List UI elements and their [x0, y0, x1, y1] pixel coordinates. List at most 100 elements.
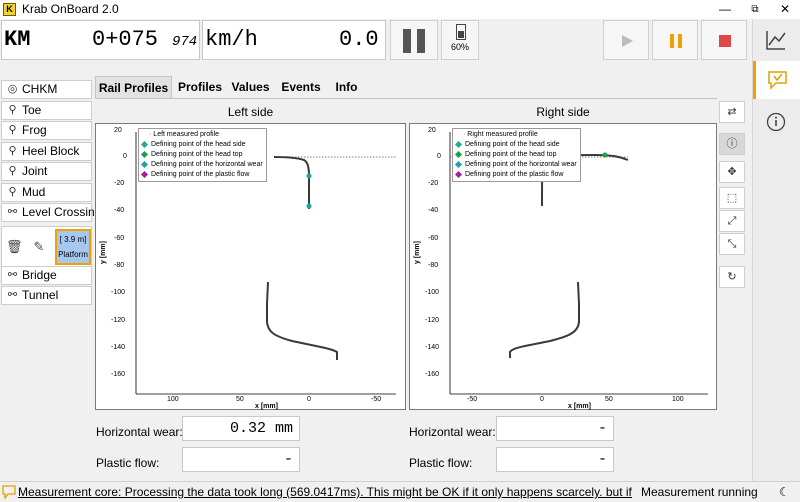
minimize-button[interactable]: — [719, 2, 731, 16]
status-bar: Measurement core: Processing the data to… [0, 481, 800, 502]
sidebar-item-mud[interactable]: ⚲ Mud [1, 183, 92, 202]
platform-marker-button[interactable]: [ 3.9 m] Platform [55, 229, 91, 265]
y-tick: 20 [428, 127, 436, 134]
y-tick: -160 [111, 371, 126, 378]
left-horizontal-wear-value: 0.32 mm [182, 416, 300, 441]
y-tick: 20 [114, 127, 122, 134]
tab-divider [95, 98, 717, 99]
pause-recording-button[interactable] [390, 20, 438, 60]
y-tick: -60 [428, 235, 439, 242]
refresh-button[interactable]: ↻ [719, 266, 745, 288]
swap-arrows-icon: ⇄ [727, 106, 737, 118]
sidebar-item-label: CHKM [22, 82, 58, 96]
legend-entry: Defining point of the plastic flow [140, 170, 263, 180]
refresh-icon: ↻ [727, 271, 737, 283]
speed-unit-label: km/h [205, 27, 258, 52]
y-tick: 0 [437, 153, 441, 160]
status-message[interactable]: Measurement core: Processing the data to… [18, 485, 632, 499]
stop-button[interactable] [701, 20, 747, 60]
swap-sides-button[interactable]: ⇄ [719, 101, 745, 123]
sidebar-item-heel-block[interactable]: ⚲ Heel Block [1, 142, 92, 161]
x-tick: 100 [167, 396, 179, 403]
y-tick: 0 [123, 153, 127, 160]
info-view-button[interactable] [753, 103, 800, 141]
sidebar-item-toe[interactable]: ⚲ Toe [1, 101, 92, 120]
zoom-box-button[interactable]: ⬚ [719, 187, 745, 209]
info-icon: ⓘ [726, 138, 738, 150]
legend-entry: Defining point of the head top [140, 150, 263, 160]
restore-button[interactable]: ⧉ [751, 4, 759, 15]
y-tick: -140 [111, 344, 126, 351]
tab-info[interactable]: Info [335, 80, 358, 94]
left-plot-legend: · Left measured profile Defining point o… [138, 128, 267, 182]
window-title: Krab OnBoard 2.0 [22, 2, 119, 16]
pencil-icon[interactable]: ✎ [33, 239, 45, 254]
y-tick: -120 [111, 317, 126, 324]
pause-icon [670, 34, 682, 48]
tab-rail-profiles[interactable]: Rail Profiles [95, 76, 172, 98]
y-axis-label: y [mm] [100, 241, 107, 264]
sidebar-item-level-crossing[interactable]: ⚯ Level Crossing [1, 203, 101, 222]
move-icon: ✥ [727, 166, 737, 178]
sidebar-item-frog[interactable]: ⚲ Frog [1, 121, 92, 140]
x-tick: 0 [540, 396, 544, 403]
range-icon: ⚯ [7, 269, 18, 281]
dark-mode-icon[interactable]: ☾ [779, 485, 790, 499]
sidebar-item-label: Frog [22, 123, 47, 137]
location-pin-icon: ⚲ [8, 145, 17, 157]
sidebar-item-tunnel[interactable]: ⚯ Tunnel [1, 286, 92, 305]
x-tick: 100 [672, 396, 684, 403]
pause-icon-bar-left [403, 29, 411, 53]
charts-view-button[interactable] [753, 21, 800, 59]
sidebar-item-label: Level Crossing [22, 205, 102, 219]
pan-tool-button[interactable]: ✥ [719, 161, 745, 183]
zoom-reset-button[interactable]: ⤡ [719, 233, 745, 255]
info-toggle-button[interactable]: ⓘ [719, 133, 745, 155]
tab-events[interactable]: Events [281, 80, 321, 94]
km-unit-label: KM [4, 27, 31, 52]
title-bar: K Krab OnBoard 2.0 — ⧉ ✕ [0, 0, 800, 19]
expand-icon: ⤢ [727, 215, 737, 227]
right-profile-plot[interactable]: · Right measured profile Defining point … [409, 123, 717, 410]
legend-entry: Defining point of the head top [454, 150, 577, 160]
y-tick: -120 [425, 317, 440, 324]
pause-button[interactable] [652, 20, 698, 60]
sidebar-item-label: Mud [22, 185, 46, 199]
play-button[interactable] [603, 20, 649, 60]
platform-marker-row: 🗑 ✎ [ 3.9 m] Platform [1, 226, 92, 268]
sidebar-item-label: Heel Block [22, 144, 80, 158]
zoom-fit-button[interactable]: ⤢ [719, 210, 745, 232]
location-pin-icon: ⚲ [8, 165, 17, 177]
y-tick: -80 [114, 262, 125, 269]
battery-percent: 60% [450, 42, 469, 52]
line-chart-icon [766, 31, 786, 50]
left-profile-plot[interactable]: · Left measured profile Defining point o… [95, 123, 406, 410]
right-horizontal-wear-value: - [496, 416, 614, 441]
sidebar-item-bridge[interactable]: ⚯ Bridge [1, 266, 92, 285]
marker-panel: ◎ CHKM ⚲ Toe ⚲ Frog ⚲ Heel Block ⚲ Joint ⚲ Mud… [0, 80, 101, 480]
y-tick: -100 [425, 289, 440, 296]
x-tick: 50 [605, 396, 613, 403]
right-plot-legend: · Right measured profile Defining point … [452, 128, 581, 182]
location-pin-icon: ⚲ [8, 186, 17, 198]
y-tick: -40 [428, 207, 439, 214]
km-fraction: 974 [172, 34, 198, 50]
legend-entry: Defining point of the plastic flow [454, 170, 577, 180]
tab-values[interactable]: Values [231, 80, 270, 94]
sidebar-item-joint[interactable]: ⚲ Joint [1, 162, 92, 181]
close-button[interactable]: ✕ [779, 2, 791, 16]
speed-panel: km/h 0.0 [202, 20, 386, 60]
trash-icon[interactable]: 🗑 [6, 239, 23, 254]
y-tick: -40 [114, 207, 125, 214]
events-view-button[interactable] [753, 61, 800, 99]
range-icon: ⚯ [7, 206, 18, 218]
measurement-state: Measurement running [641, 485, 758, 499]
legend-entry: Defining point of the horizontal wear [140, 160, 263, 170]
sidebar-item-chkm[interactable]: ◎ CHKM [1, 80, 92, 99]
km-value: 0+075 [92, 27, 159, 52]
legend-entry: Defining point of the head side [454, 140, 577, 150]
left-horizontal-wear-label: Horizontal wear: [96, 425, 183, 439]
crosshair-icon: ◎ [7, 83, 18, 95]
x-tick: 50 [236, 396, 244, 403]
tab-profiles[interactable]: Profiles [177, 80, 222, 94]
